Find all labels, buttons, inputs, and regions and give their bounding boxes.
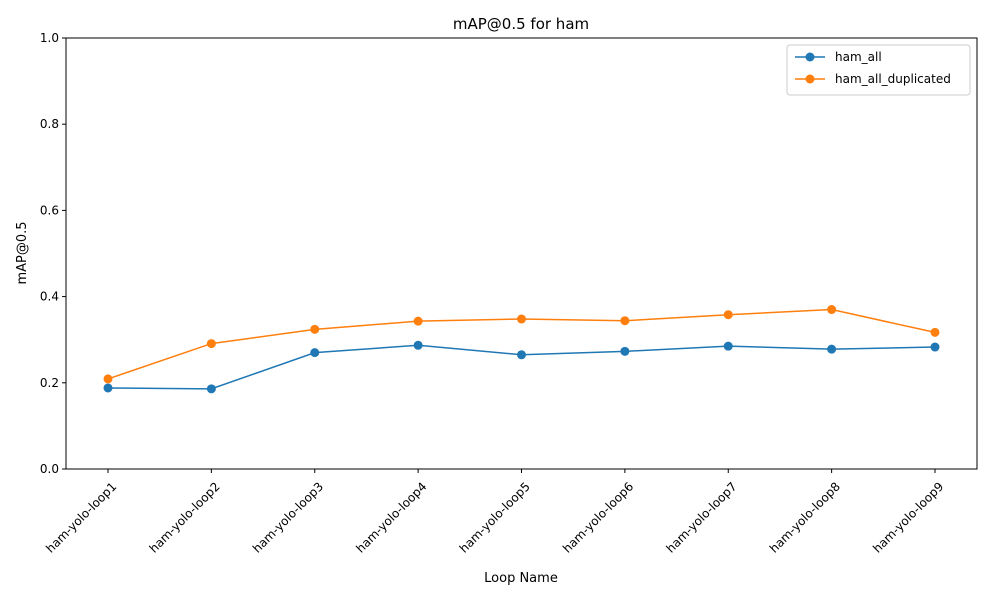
x-tick-label: ham-yolo-loop9	[870, 479, 946, 555]
series-layer	[103, 305, 940, 394]
x-tick-label: ham-yolo-loop2	[147, 479, 223, 555]
chart-title: mAP@0.5 for ham	[453, 15, 589, 33]
legend-label: ham_all	[835, 50, 882, 64]
data-point-ham_all	[723, 341, 733, 351]
legend-box	[786, 44, 971, 96]
legend-marker	[805, 74, 815, 84]
y-tick-label: 0.2	[40, 376, 59, 390]
y-tick-label: 0.4	[40, 290, 59, 304]
y-tick-label: 0.6	[40, 203, 59, 217]
x-tick-label: ham-yolo-loop4	[353, 479, 429, 555]
x-axis-title: Loop Name	[484, 571, 558, 586]
legend: ham_all ham_all_duplicated	[786, 44, 971, 96]
data-point-ham_all_duplicated	[310, 324, 320, 334]
data-point-ham_all	[206, 384, 216, 394]
x-tick-label: ham-yolo-loop6	[560, 479, 636, 555]
data-point-ham_all	[517, 350, 526, 360]
data-point-ham_all_duplicated	[620, 316, 630, 326]
plot-area	[65, 37, 978, 470]
data-point-ham_all_duplicated	[206, 339, 216, 349]
x-tick-label: ham-yolo-loop7	[663, 479, 739, 555]
y-tick-label: 0.0	[40, 462, 59, 476]
data-point-ham_all	[413, 340, 423, 350]
x-tick-label: ham-yolo-loop3	[250, 479, 326, 555]
data-point-ham_all_duplicated	[827, 305, 837, 315]
data-point-ham_all_duplicated	[103, 374, 113, 384]
x-tick-label: ham-yolo-loop1	[43, 479, 119, 555]
data-point-ham_all	[310, 348, 320, 358]
y-tick-label: 1.0	[40, 31, 59, 45]
legend-label: ham_all_duplicated	[835, 72, 951, 86]
legend-marker	[805, 52, 815, 62]
x-tick-label: ham-yolo-loop8	[767, 479, 843, 555]
y-tick-label: 0.8	[40, 117, 59, 131]
data-point-ham_all_duplicated	[517, 314, 526, 324]
data-point-ham_all_duplicated	[930, 327, 940, 337]
data-point-ham_all	[827, 344, 837, 354]
data-point-ham_all	[103, 383, 113, 393]
x-tick-label: ham-yolo-loop5	[457, 479, 533, 555]
data-point-ham_all_duplicated	[723, 310, 733, 320]
data-point-ham_all	[930, 342, 940, 352]
data-point-ham_all_duplicated	[413, 316, 423, 326]
data-point-ham_all	[620, 346, 630, 356]
y-axis-title: mAP@0.5	[15, 221, 30, 284]
